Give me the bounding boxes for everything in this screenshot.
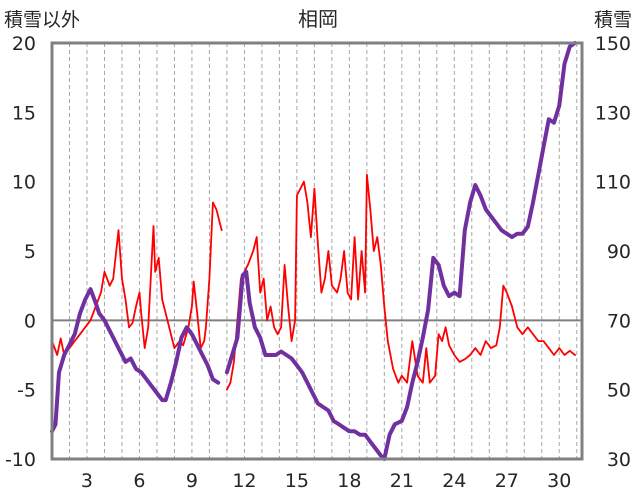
x-tick-label: 3 bbox=[81, 470, 93, 492]
right-tick-label: 90 bbox=[607, 241, 631, 263]
right-tick-label: 30 bbox=[607, 449, 631, 471]
x-tick-label: 9 bbox=[186, 470, 198, 492]
series-snow-depth-segment-1 bbox=[224, 41, 577, 461]
series-other-segment-0 bbox=[51, 201, 223, 356]
chart-title: 相岡 bbox=[298, 7, 338, 31]
x-tick-label: 21 bbox=[390, 470, 414, 492]
right-tick-label: 110 bbox=[595, 172, 631, 194]
x-tick-label: 6 bbox=[133, 470, 145, 492]
x-tick-label: 24 bbox=[442, 470, 466, 492]
x-tick-label: 12 bbox=[232, 470, 256, 492]
series-other-segment-1 bbox=[226, 173, 576, 391]
left-tick-label: 15 bbox=[12, 102, 36, 124]
right-axis-ticks: 150 130 110 90 70 50 30 bbox=[595, 33, 631, 471]
left-tick-label: 10 bbox=[12, 172, 36, 194]
right-tick-label: 150 bbox=[595, 33, 631, 55]
left-tick-label: 0 bbox=[24, 310, 36, 332]
x-tick-label: 18 bbox=[337, 470, 361, 492]
left-axis-ticks: 20 15 10 5 0 -5 -10 bbox=[5, 33, 36, 471]
right-tick-label: 70 bbox=[607, 310, 631, 332]
left-tick-label: -5 bbox=[17, 380, 36, 402]
right-tick-label: 50 bbox=[607, 380, 631, 402]
series-layer bbox=[50, 41, 577, 461]
x-tick-label: 15 bbox=[285, 470, 309, 492]
x-tick-label: 30 bbox=[547, 470, 571, 492]
right-tick-label: 130 bbox=[595, 102, 631, 124]
left-tick-label: 5 bbox=[24, 241, 36, 263]
left-axis-label: 積雪以外 bbox=[4, 9, 80, 31]
series-snow-depth-segment-0 bbox=[50, 287, 221, 434]
plot-frame bbox=[50, 41, 584, 461]
x-tick-label: 27 bbox=[495, 470, 519, 492]
left-tick-label: 20 bbox=[12, 33, 36, 55]
vertical-gridlines bbox=[68, 43, 578, 459]
right-axis-label: 積雪 bbox=[594, 9, 632, 31]
left-tick-label: -10 bbox=[5, 449, 36, 471]
x-axis-ticks: 3 6 9 12 15 18 21 24 27 30 bbox=[81, 470, 571, 492]
